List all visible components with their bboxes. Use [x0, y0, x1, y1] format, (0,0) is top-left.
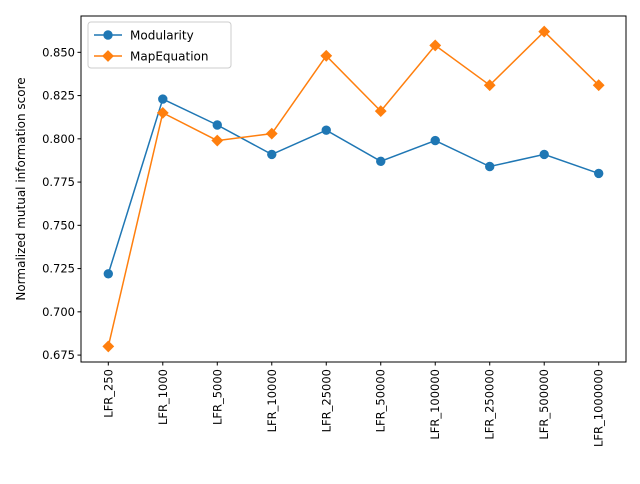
data-point [538, 25, 551, 38]
y-tick-label: 0.775 [42, 175, 75, 189]
data-point [485, 161, 495, 172]
data-point [156, 106, 169, 119]
data-point [211, 134, 224, 147]
y-tick-label: 0.725 [42, 262, 75, 276]
series-modularity [103, 94, 604, 279]
x-tick-label: LFR_250000 [483, 369, 497, 440]
x-tick-label: LFR_25000 [319, 369, 333, 432]
data-point [429, 39, 442, 52]
legend-marker [102, 50, 114, 62]
data-point [430, 135, 440, 146]
x-tick-label: LFR_10000 [265, 369, 279, 432]
data-point [321, 125, 331, 135]
y-tick-label: 0.800 [42, 132, 75, 146]
legend-item: MapEquation [94, 50, 208, 64]
legend: Modularity MapEquation [87, 21, 232, 69]
x-tick-label: LFR_5000 [210, 369, 224, 425]
x-tick-label: LFR_500000 [537, 369, 551, 440]
data-point [376, 156, 386, 167]
y-tick-label: 0.750 [42, 218, 75, 232]
x-axis: LFR_250 LFR_1000 LFR_5000 LFR_10000 LFR_2500… [101, 362, 606, 447]
legend-label: Modularity [130, 29, 194, 43]
y-tick-label: 0.675 [42, 348, 75, 362]
data-point [212, 120, 222, 130]
y-axis-label: Normalized mutual information score [14, 77, 28, 300]
legend-item: Modularity [94, 29, 194, 43]
data-point [265, 127, 278, 140]
x-tick-label: LFR_250 [101, 369, 115, 418]
y-tick-label: 0.825 [42, 89, 75, 103]
x-tick-label: LFR_100000 [428, 369, 442, 440]
y-axis: 0.675 0.700 0.725 0.750 0.775 0.800 0.825 0.850 [42, 45, 81, 362]
data-point [103, 269, 114, 279]
x-tick-label: LFR_1000000 [592, 369, 606, 447]
data-point [592, 79, 605, 92]
series-line [107, 30, 600, 347]
data-point [102, 340, 115, 353]
data-point [267, 149, 277, 160]
legend-marker [103, 30, 113, 40]
x-tick-label: LFR_1000 [156, 369, 170, 425]
series-line [107, 97, 599, 274]
series-layer [102, 25, 605, 353]
data-point [483, 79, 496, 92]
legend-label: MapEquation [130, 50, 208, 64]
y-tick-label: 0.850 [42, 45, 75, 59]
legend-box [87, 21, 232, 69]
data-point [158, 94, 168, 104]
data-point [320, 49, 333, 62]
data-point [539, 149, 549, 160]
plot-frame [80, 15, 627, 363]
y-tick-label: 0.700 [42, 305, 75, 319]
x-tick-label: LFR_50000 [374, 369, 388, 432]
data-point [374, 105, 387, 118]
series-mapequation [102, 25, 605, 353]
data-point [594, 168, 604, 179]
